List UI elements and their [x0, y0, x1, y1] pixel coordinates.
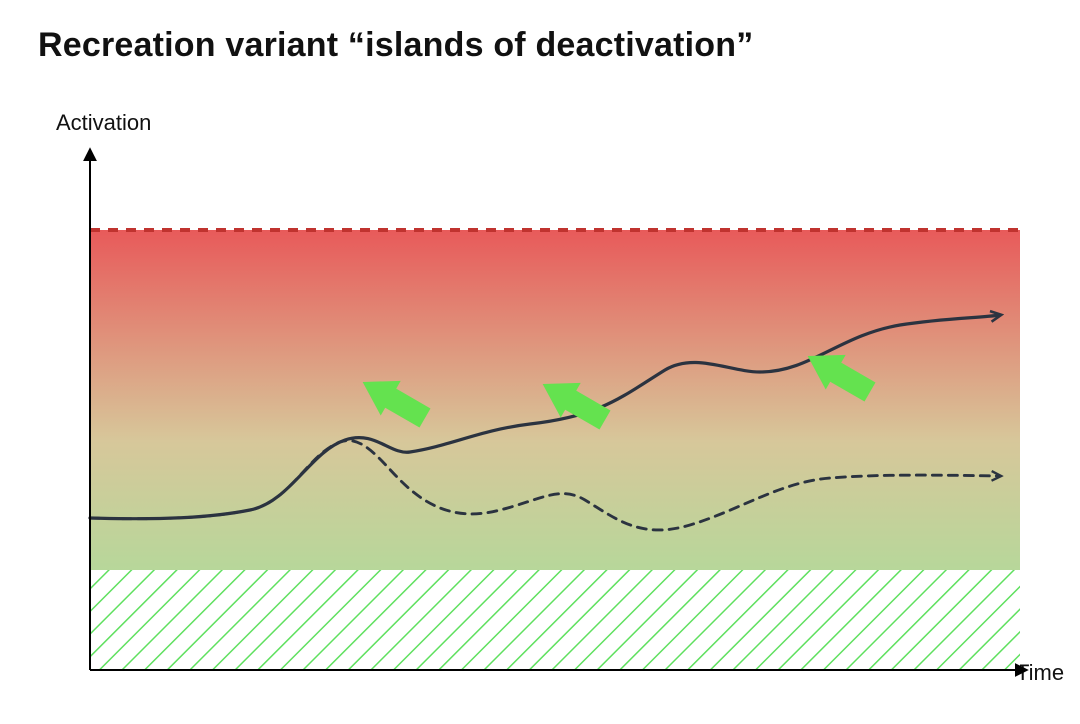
- activation-diagram: [40, 140, 1040, 700]
- hatched-zone: [90, 570, 1020, 670]
- y-axis-label: Activation: [56, 110, 151, 136]
- page-title: Recreation variant “islands of deactivat…: [38, 26, 753, 65]
- page: Recreation variant “islands of deactivat…: [0, 0, 1080, 724]
